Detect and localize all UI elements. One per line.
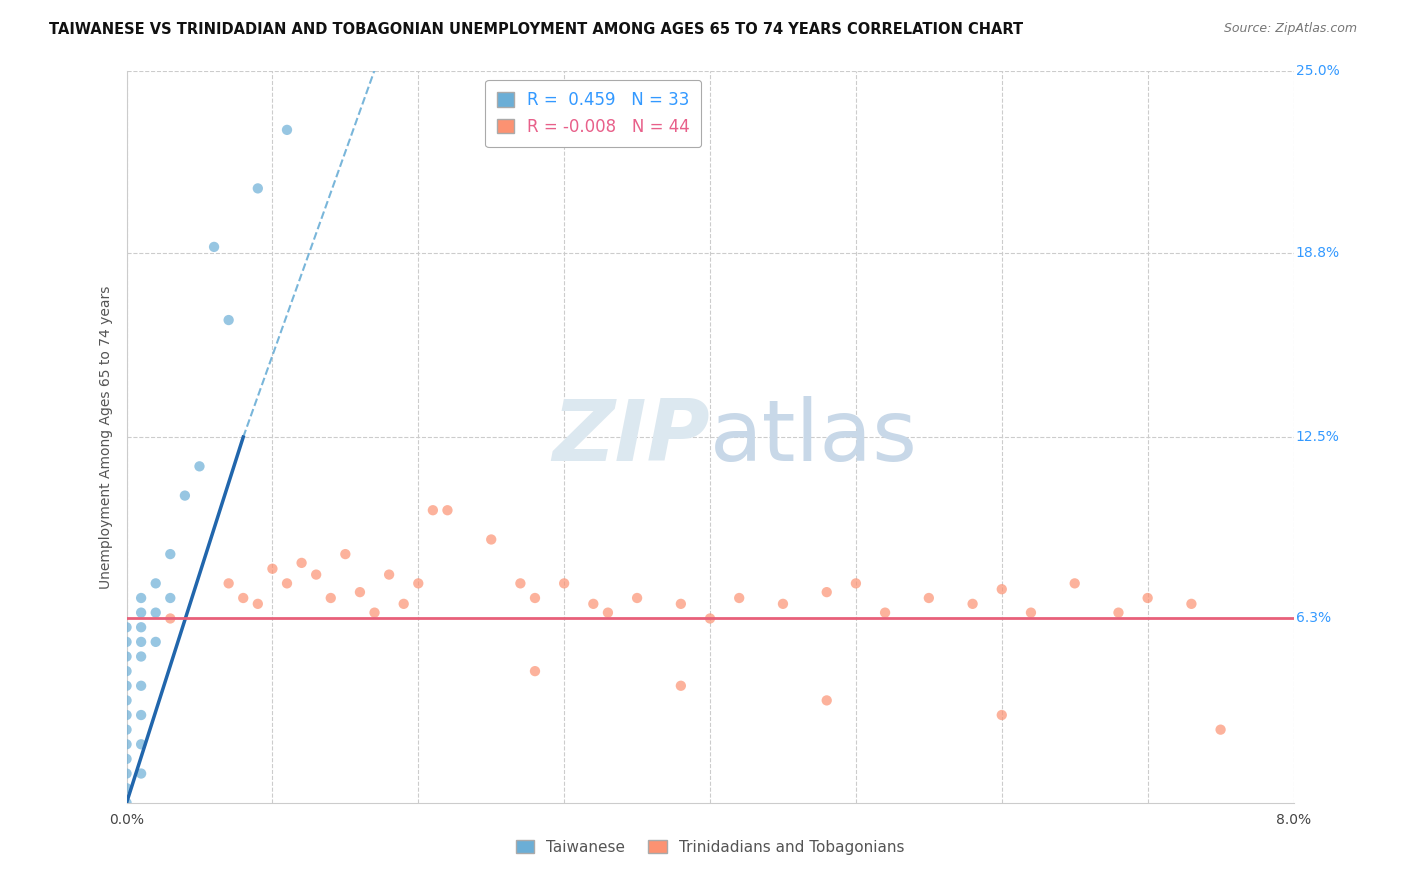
Point [202,240,225,254]
Point [115,620,138,634]
Point [129,708,152,723]
Point [990,582,1012,597]
Point [129,737,152,751]
Point [349,585,371,599]
Point [115,649,138,664]
Point [990,708,1012,723]
Point [335,547,357,561]
Point [962,597,984,611]
Point [509,576,531,591]
Point [408,576,430,591]
Point [1108,606,1130,620]
Point [232,591,254,605]
Point [669,679,692,693]
Point [276,123,298,137]
Point [129,679,152,693]
Point [276,576,298,591]
Point [218,313,240,327]
Point [436,503,458,517]
Point [918,591,941,605]
Legend: Taiwanese, Trinidadians and Tobagonians: Taiwanese, Trinidadians and Tobagonians [509,834,911,861]
Point [596,606,619,620]
Point [115,723,138,737]
Point [159,591,181,605]
Text: 6.3%: 6.3% [1296,612,1331,625]
Point [115,664,138,678]
Text: atlas: atlas [710,395,918,479]
Point [1180,597,1202,611]
Point [1136,591,1159,605]
Point [626,591,648,605]
Text: TAIWANESE VS TRINIDADIAN AND TOBAGONIAN UNEMPLOYMENT AMONG AGES 65 TO 74 YEARS C: TAIWANESE VS TRINIDADIAN AND TOBAGONIAN … [49,22,1024,37]
Point [115,752,138,766]
Point [262,562,284,576]
Point [246,597,269,611]
Point [290,556,312,570]
Point [1019,606,1042,620]
Point [772,597,794,611]
Text: Source: ZipAtlas.com: Source: ZipAtlas.com [1223,22,1357,36]
Point [115,708,138,723]
Point [115,737,138,751]
Point [145,606,167,620]
Point [145,576,167,591]
Point [129,606,152,620]
Point [115,679,138,693]
Point [699,611,721,625]
Point [159,547,181,561]
Point [815,693,838,707]
Point [115,796,138,810]
Point [523,591,546,605]
Point [422,503,444,517]
Point [115,781,138,796]
Point [129,635,152,649]
Point [129,766,152,780]
Text: ZIP: ZIP [553,395,710,479]
Point [1209,723,1232,737]
Point [363,606,385,620]
Text: 12.5%: 12.5% [1296,430,1340,444]
Point [392,597,415,611]
Point [129,591,152,605]
Text: 25.0%: 25.0% [1296,64,1340,78]
Point [115,766,138,780]
Point [553,576,575,591]
Point [129,649,152,664]
Point [145,635,167,649]
Y-axis label: Unemployment Among Ages 65 to 74 years: Unemployment Among Ages 65 to 74 years [98,285,112,589]
Point [115,693,138,707]
Point [479,533,502,547]
Point [1063,576,1085,591]
Point [582,597,605,611]
Point [669,597,692,611]
Point [218,576,240,591]
Point [159,611,181,625]
Point [319,591,342,605]
Point [305,567,328,582]
Point [873,606,897,620]
Point [523,664,546,678]
Text: 18.8%: 18.8% [1296,246,1340,260]
Point [129,620,152,634]
Point [115,635,138,649]
Point [188,459,211,474]
Point [845,576,868,591]
Point [815,585,838,599]
Point [728,591,751,605]
Point [378,567,401,582]
Point [246,181,269,195]
Point [174,489,197,503]
